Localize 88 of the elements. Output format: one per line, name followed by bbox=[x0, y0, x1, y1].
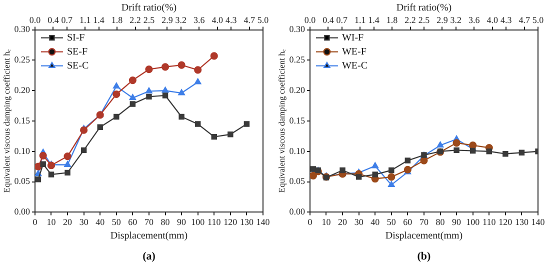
y-tick-label: 0.30 bbox=[14, 24, 30, 34]
x2-tick-label: 3.6 bbox=[194, 14, 206, 25]
x2-tick-label: 4.7 bbox=[244, 14, 256, 25]
x2-tick-label: 3.2 bbox=[175, 14, 187, 25]
x2-tick-label: 0.7 bbox=[61, 14, 73, 25]
x2-tick-label: 2.9 bbox=[436, 14, 448, 25]
x-tick-label: 40 bbox=[96, 216, 106, 227]
x-tick-label: 140 bbox=[256, 216, 270, 227]
x2-tick-label: 2.5 bbox=[143, 14, 156, 25]
y-tick-label: 0.15 bbox=[289, 115, 306, 126]
y-tick-label: 0.10 bbox=[14, 146, 30, 156]
x2-axis-title: Drift ratio(%) bbox=[121, 2, 177, 14]
y-tick-label: 0.05 bbox=[14, 176, 30, 186]
y-tick-label: 0.20 bbox=[14, 84, 30, 95]
x-tick-label: 80 bbox=[160, 216, 170, 227]
x2-tick-label: 4.0 bbox=[486, 14, 499, 25]
x-axis-title: Displacement(mm) bbox=[110, 230, 188, 242]
x2-tick-label: 2.2 bbox=[404, 14, 416, 25]
y-tick-label: 0.15 bbox=[14, 115, 30, 126]
x2-tick-label: 1.8 bbox=[386, 14, 398, 25]
legend-label: WE-C bbox=[342, 60, 368, 72]
x-tick-label: 120 bbox=[224, 216, 238, 227]
x-tick-label: 50 bbox=[386, 216, 396, 227]
x-tick-label: 80 bbox=[436, 216, 446, 227]
legend-label: WI-F bbox=[342, 32, 364, 44]
x2-tick-label: 2.9 bbox=[162, 14, 174, 25]
x-tick-label: 0 bbox=[32, 216, 38, 227]
x2-tick-label: 1.4 bbox=[93, 14, 105, 25]
x2-tick-label: 0.4 bbox=[48, 14, 60, 25]
y-tick-label: 0.20 bbox=[289, 84, 306, 95]
x-tick-label: 60 bbox=[403, 216, 413, 227]
x-tick-label: 100 bbox=[466, 216, 480, 227]
legend-label: WE-F bbox=[342, 46, 367, 58]
x2-tick-label: 1.1 bbox=[79, 14, 91, 25]
x2-tick-label: 4.7 bbox=[518, 14, 530, 25]
x2-tick-label: 1.8 bbox=[111, 14, 124, 25]
y-tick-label: 0.00 bbox=[14, 206, 30, 217]
y-axis-title: Equivalent viscous damping coefficient hₑ bbox=[276, 48, 286, 193]
x-tick-label: 10 bbox=[322, 216, 332, 227]
x-tick-label: 130 bbox=[514, 216, 529, 227]
x2-tick-label: 5.0 bbox=[532, 14, 544, 25]
x2-tick-label: 0.4 bbox=[322, 14, 334, 25]
x-tick-label: 40 bbox=[370, 216, 380, 227]
x2-tick-label: 4.3 bbox=[500, 14, 512, 25]
x-tick-label: 10 bbox=[46, 216, 56, 227]
x2-tick-label: 2.2 bbox=[130, 14, 141, 25]
x2-tick-label: 4.3 bbox=[225, 14, 238, 25]
x-tick-label: 110 bbox=[208, 216, 222, 227]
x2-tick-label: 1.1 bbox=[354, 14, 366, 25]
x-tick-label: 70 bbox=[419, 216, 429, 227]
y-tick-label: 0.00 bbox=[289, 206, 306, 217]
x-axis-title: Displacement(mm) bbox=[385, 230, 463, 242]
x-tick-label: 20 bbox=[338, 216, 348, 227]
x2-tick-label: 5.0 bbox=[257, 14, 270, 25]
text: (b) bbox=[417, 250, 432, 262]
x-tick-label: 30 bbox=[354, 216, 364, 227]
x-tick-label: 100 bbox=[191, 216, 206, 227]
x2-tick-label: 1.4 bbox=[368, 14, 380, 25]
x-tick-label: 130 bbox=[240, 216, 254, 227]
x-tick-label: 140 bbox=[531, 216, 546, 227]
x2-tick-label: 4.0 bbox=[212, 14, 224, 25]
y-tick-label: 0.25 bbox=[289, 54, 306, 65]
y-tick-label: 0.25 bbox=[14, 54, 30, 65]
legend-label: SE-C bbox=[66, 60, 89, 72]
x-tick-label: 110 bbox=[482, 216, 496, 227]
x2-axis-title: Drift ratio(%) bbox=[396, 2, 452, 14]
x-tick-label: 60 bbox=[128, 216, 138, 227]
x-tick-label: 30 bbox=[79, 216, 89, 227]
legend-label: SI-F bbox=[66, 32, 86, 44]
text: (a) bbox=[142, 250, 156, 262]
x-tick-label: 90 bbox=[177, 216, 187, 227]
x-tick-label: 50 bbox=[112, 216, 122, 227]
x2-tick-label: 3.2 bbox=[450, 14, 462, 25]
x-tick-label: 120 bbox=[498, 216, 513, 227]
x2-tick-label: 0.7 bbox=[336, 14, 348, 25]
legend-label: SE-F bbox=[66, 46, 88, 58]
y-tick-label: 0.10 bbox=[289, 146, 306, 156]
x2-tick-label: 3.6 bbox=[468, 14, 480, 25]
x-tick-label: 70 bbox=[144, 216, 154, 227]
x2-tick-label: 0.0 bbox=[304, 14, 316, 25]
x2-tick-label: 2.5 bbox=[418, 14, 430, 25]
x-tick-label: 20 bbox=[63, 216, 73, 227]
x2-tick-label: 0.0 bbox=[29, 14, 42, 25]
x-tick-label: 0 bbox=[308, 216, 313, 227]
y-axis-title: Equivalent viscous damping coefficient hₑ bbox=[1, 48, 12, 193]
y-tick-label: 0.30 bbox=[289, 24, 306, 34]
y-tick-label: 0.05 bbox=[289, 176, 306, 186]
x-tick-label: 90 bbox=[452, 216, 462, 227]
